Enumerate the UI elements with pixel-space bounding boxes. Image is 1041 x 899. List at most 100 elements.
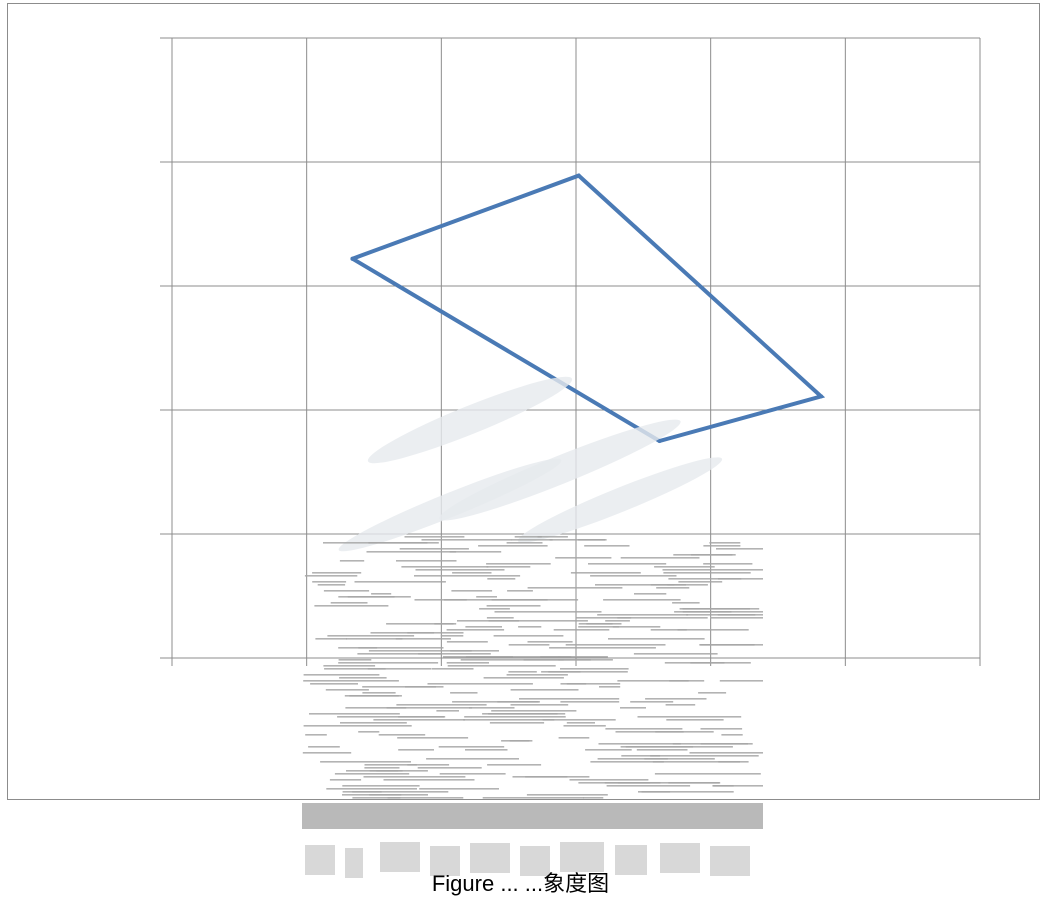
watermark-stripe [327,635,415,637]
watermark-glyph [430,846,460,876]
watermark-stripe [508,644,550,646]
watermark-stripe [330,602,368,604]
watermark-stripe [654,566,715,568]
watermark-stripe [309,713,400,715]
watermark-stripe [387,797,464,799]
watermark-glyph [615,845,647,875]
watermark-stripe [439,773,506,775]
watermark-stripe [650,629,687,631]
watermark-stripe [488,620,588,622]
watermark-shape [367,376,573,464]
watermark-stripe [396,560,457,562]
watermark-stripe [352,791,449,793]
watermark-stripe [553,629,610,631]
watermark-stripe [436,710,459,712]
watermark-glyph [470,843,510,873]
watermark-stripe [303,725,412,727]
watermark-stripe [421,539,512,541]
watermark-stripe [347,596,411,598]
watermark-stripe [656,587,690,589]
watermark-stripe [405,686,436,688]
series-vertex [657,439,662,443]
watermark-stripe [510,689,579,691]
watermark-stripe [324,668,386,670]
watermark-stripe [700,728,743,730]
watermark-stripe [598,743,681,745]
watermark-stripe [486,563,551,565]
watermark-stripe [673,554,736,556]
watermark-stripe [672,602,700,604]
watermark-stripe [362,686,444,688]
watermark-stripe [537,536,568,538]
watermark-stripe [369,770,399,772]
watermark-stripe [396,704,487,706]
watermark-stripe [482,797,584,799]
watermark-stripe [699,644,763,646]
watermark-stripe [378,734,426,736]
watermark-stripe [558,737,590,739]
watermark-stripe [634,593,667,595]
watermark-stripe [557,656,608,658]
watermark-shape [517,457,723,543]
watermark-stripe [357,653,442,655]
figure-caption: Figure ... ...象度图 [431,871,610,896]
watermark-stripe [342,785,420,787]
watermark-stripe [304,575,358,577]
watermark-stripe [464,716,566,718]
watermark-stripe [576,617,632,619]
watermark-stripe [434,623,457,625]
watermark-stripe [483,677,564,679]
watermark-stripe [337,716,444,718]
watermark-stripe [703,545,741,547]
watermark-stripe [486,617,514,619]
watermark-stripe [427,683,533,685]
watermark-stripe [597,614,689,616]
watermark-stripe [404,536,465,538]
watermark-stripe [354,581,446,583]
watermark-stripe [317,584,346,586]
watermark-stripe [617,680,689,682]
watermark-stripe [478,545,548,547]
watermark-stripe [678,581,723,583]
watermark-stripe [386,707,473,709]
watermark-stripe [514,536,542,538]
watermark-stripe [339,677,387,679]
watermark-stripe [677,629,749,631]
watermark-stripe [487,764,542,766]
watermark-stripe [370,632,435,634]
watermark-stripe [558,659,613,661]
watermark-stripe [314,605,389,607]
watermark-stripe [641,791,734,793]
watermark-stripe [487,578,516,580]
watermark-stripe [465,626,502,628]
watermark-stripe [712,785,763,787]
watermark-stripe [358,647,444,649]
watermark-stripe [463,719,555,721]
watermark-stripe [323,665,376,667]
watermark-stripe [446,662,489,664]
watermark-stripe [344,695,402,697]
watermark-stripe [679,608,760,610]
watermark-stripe [450,692,478,694]
watermark-stripe [339,560,365,562]
watermark-stripe [329,779,362,781]
watermark-stripe [340,722,407,724]
watermark-stripe [452,572,492,574]
watermark-stripe [506,674,568,676]
watermark-stripe [719,680,763,682]
watermark-stripe [710,617,763,619]
watermark-stripe [457,620,519,622]
watermark-stripe [364,767,400,769]
watermark-stripe [620,707,646,709]
watermark-stripe [569,779,649,781]
watermark-stripe [578,539,605,541]
watermark-stripe [493,635,564,637]
watermark-stripe [526,794,608,796]
watermark-stripe [494,611,602,613]
watermark-stripe [644,758,715,760]
watermark-stripe [615,731,714,733]
watermark-stripe [566,722,595,724]
watermark-stripe [667,584,708,586]
watermark-stripe [325,689,369,691]
